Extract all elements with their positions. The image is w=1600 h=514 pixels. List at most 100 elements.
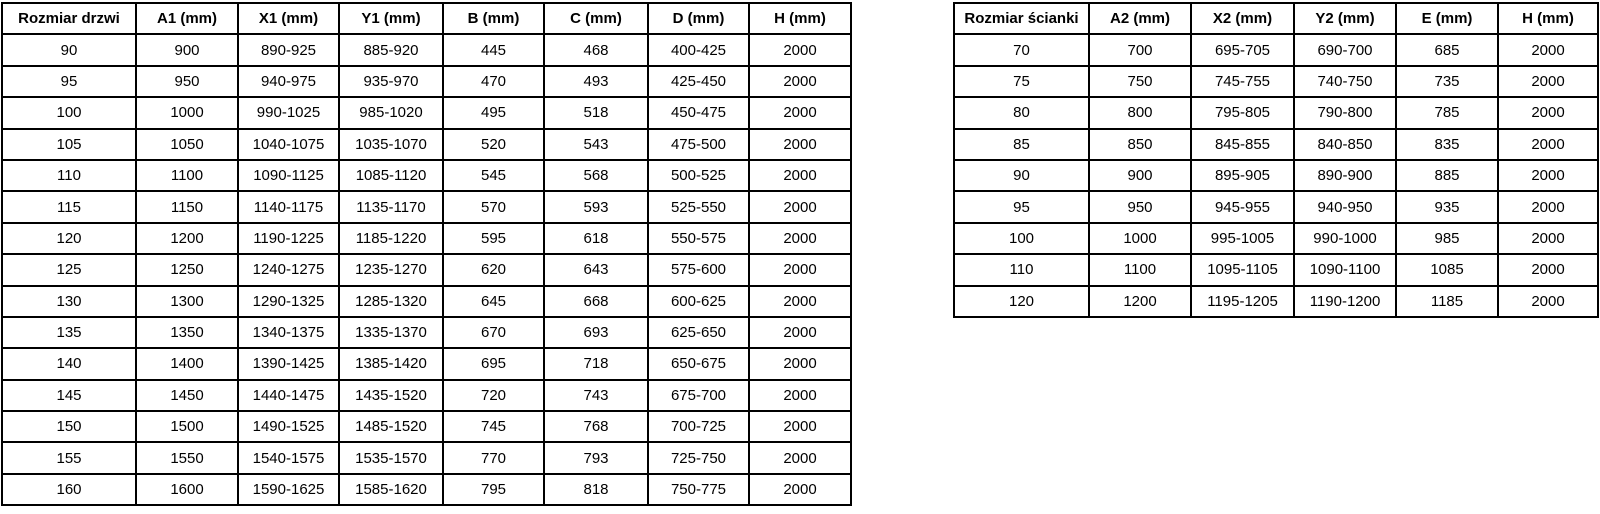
table-cell: 85 <box>953 127 1090 161</box>
table-cell: 575-600 <box>647 253 750 287</box>
table-cell: 890-925 <box>237 33 340 67</box>
table-cell: 900 <box>135 33 239 67</box>
table-cell: 500-525 <box>647 158 750 193</box>
table-cell: 668 <box>543 284 649 318</box>
table-cell: 470 <box>442 64 545 99</box>
column-header: Y1 (mm) <box>338 1 444 36</box>
table-cell: 2000 <box>748 347 852 381</box>
table-cell: 1440-1475 <box>237 378 340 413</box>
table-row: 110 1100 1095-1105 1090-1100 1085 2000 <box>953 253 1599 287</box>
table-cell: 695 <box>442 347 545 381</box>
table-row: 135 1350 1340-1375 1335-1370 670 693 625-650 20… <box>1 315 852 350</box>
table-cell: 425-450 <box>647 64 750 99</box>
table-cell: 130 <box>1 284 137 318</box>
table-cell: 2000 <box>1497 221 1599 256</box>
table-cell: 1535-1570 <box>338 441 444 475</box>
table-cell: 885 <box>1395 158 1499 193</box>
column-header: E (mm) <box>1395 1 1499 36</box>
table-cell: 768 <box>543 410 649 444</box>
table-cell: 793 <box>543 441 649 475</box>
table-row: 140 1400 1390-1425 1385-1420 695 718 650-675 20… <box>1 347 852 381</box>
table-cell: 2000 <box>1497 33 1599 67</box>
table-row: 80 800 795-805 790-800 785 2000 <box>953 96 1599 130</box>
wall-size-table: Rozmiar ścianki A2 (mm) X2 (mm) Y2 (mm) E (m… <box>953 1 1599 318</box>
table-row: 125 1250 1240-1275 1235-1270 620 643 575-600 20… <box>1 253 852 287</box>
table-row: 95 950 945-955 940-950 935 2000 <box>953 190 1599 224</box>
table-cell: 1550 <box>135 441 239 475</box>
table-cell: 1090-1100 <box>1293 253 1397 287</box>
table-cell: 743 <box>543 378 649 413</box>
table-row: 75 750 745-755 740-750 735 2000 <box>953 64 1599 99</box>
table-cell: 595 <box>442 221 545 256</box>
table-cell: 2000 <box>748 378 852 413</box>
column-header: X1 (mm) <box>237 1 340 36</box>
table-row: 110 1100 1090-1125 1085-1120 545 568 500-525 20… <box>1 158 852 193</box>
table-cell: 845-855 <box>1190 127 1295 161</box>
table-cell: 2000 <box>1497 284 1599 318</box>
table-cell: 493 <box>543 64 649 99</box>
table-cell: 145 <box>1 378 137 413</box>
table-cell: 720 <box>442 378 545 413</box>
table-cell: 1095-1105 <box>1190 253 1295 287</box>
table-cell: 1250 <box>135 253 239 287</box>
table-cell: 110 <box>953 253 1090 287</box>
table-cell: 885-920 <box>338 33 444 67</box>
table-cell: 495 <box>442 96 545 130</box>
table-cell: 2000 <box>1497 64 1599 99</box>
table-cell: 2000 <box>748 221 852 256</box>
table-cell: 1185 <box>1395 284 1499 318</box>
table-cell: 545 <box>442 158 545 193</box>
table-cell: 100 <box>953 221 1090 256</box>
table-cell: 643 <box>543 253 649 287</box>
table-cell: 1485-1520 <box>338 410 444 444</box>
table-cell: 2000 <box>748 64 852 99</box>
table-cell: 695-705 <box>1190 33 1295 67</box>
table-cell: 1100 <box>135 158 239 193</box>
table-cell: 940-950 <box>1293 190 1397 224</box>
table-cell: 795 <box>442 472 545 507</box>
table-cell: 1290-1325 <box>237 284 340 318</box>
table-row: 155 1550 1540-1575 1535-1570 770 793 725-750 20… <box>1 441 852 475</box>
column-header: Y2 (mm) <box>1293 1 1397 36</box>
table-cell: 693 <box>543 315 649 350</box>
table-row: 100 1000 990-1025 985-1020 495 518 450-475 2000 <box>1 96 852 130</box>
table-cell: 1090-1125 <box>237 158 340 193</box>
table-cell: 1240-1275 <box>237 253 340 287</box>
column-header: H (mm) <box>748 1 852 36</box>
table-cell: 1085-1120 <box>338 158 444 193</box>
table-cell: 818 <box>543 472 649 507</box>
table-row: 90 900 890-925 885-920 445 468 400-425 2000 <box>1 33 852 67</box>
table-cell: 518 <box>543 96 649 130</box>
table-cell: 600-625 <box>647 284 750 318</box>
table-cell: 1035-1070 <box>338 127 444 161</box>
table-cell: 620 <box>442 253 545 287</box>
table-row: 150 1500 1490-1525 1485-1520 745 768 700-725 20… <box>1 410 852 444</box>
column-header: C (mm) <box>543 1 649 36</box>
table-cell: 468 <box>543 33 649 67</box>
table-cell: 2000 <box>748 441 852 475</box>
table-cell: 155 <box>1 441 137 475</box>
table-row: 95 950 940-975 935-970 470 493 425-450 2000 <box>1 64 852 99</box>
table-cell: 770 <box>442 441 545 475</box>
table-cell: 900 <box>1088 158 1192 193</box>
table-cell: 745-755 <box>1190 64 1295 99</box>
table-cell: 1400 <box>135 347 239 381</box>
header-row: Rozmiar drzwi A1 (mm) X1 (mm) Y1 (mm) B (mm)… <box>1 1 852 36</box>
table-cell: 735 <box>1395 64 1499 99</box>
header-row: Rozmiar ścianki A2 (mm) X2 (mm) Y2 (mm) E (m… <box>953 1 1599 36</box>
table-cell: 995-1005 <box>1190 221 1295 256</box>
table-cell: 2000 <box>748 190 852 224</box>
table-cell: 95 <box>1 64 137 99</box>
table-cell: 120 <box>953 284 1090 318</box>
table-cell: 990-1000 <box>1293 221 1397 256</box>
column-header: B (mm) <box>442 1 545 36</box>
table-row: 85 850 845-855 840-850 835 2000 <box>953 127 1599 161</box>
table-cell: 700-725 <box>647 410 750 444</box>
table-cell: 2000 <box>748 472 852 507</box>
table-cell: 2000 <box>748 96 852 130</box>
table-cell: 570 <box>442 190 545 224</box>
table-cell: 450-475 <box>647 96 750 130</box>
table-row: 115 1150 1140-1175 1135-1170 570 593 525-550 20… <box>1 190 852 224</box>
table-cell: 593 <box>543 190 649 224</box>
